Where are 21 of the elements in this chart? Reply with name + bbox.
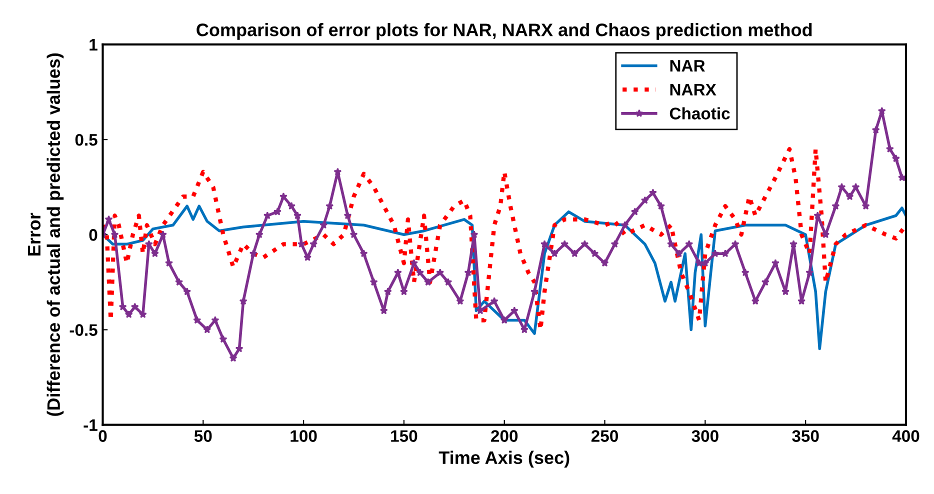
y-tick-label: 0.5 <box>75 134 98 146</box>
legend-label: Chaotic <box>670 107 730 120</box>
x-axis-title: Time Axis (sec) <box>438 450 570 468</box>
x-tick-label: 300 <box>692 430 718 442</box>
line-series <box>102 204 906 350</box>
y-tick-label: -0.5 <box>70 324 98 336</box>
x-tick-label: 100 <box>290 430 317 442</box>
x-tick-label: 350 <box>792 430 819 442</box>
x-tick-label: 200 <box>491 430 518 442</box>
x-tick-label: 50 <box>194 430 212 442</box>
x-tick-label: 250 <box>591 430 618 442</box>
x-tick-label: 0 <box>98 430 107 442</box>
y-tick-label: -1 <box>84 419 98 431</box>
legend-label: NARX <box>670 84 716 96</box>
y-tick-label: 0 <box>89 229 98 241</box>
y-tick-label: 1 <box>90 39 98 50</box>
x-tick-label: 150 <box>391 430 418 442</box>
x-tick-label: 400 <box>892 430 920 442</box>
legend-label: NAR <box>670 60 705 72</box>
y-axis-title: Error (Difference of actual and predicted values) <box>28 53 64 416</box>
chart-title: Comparison of error plots for NAR, NARX and Chaos prediction method <box>196 23 812 40</box>
